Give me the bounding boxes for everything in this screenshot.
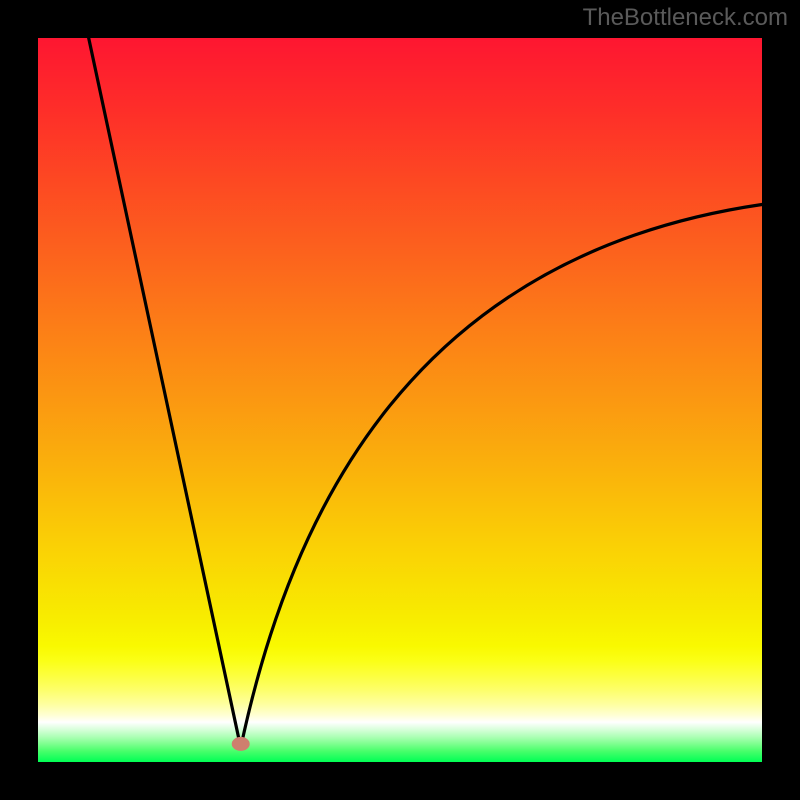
minimum-marker [232, 737, 250, 751]
plot-background [38, 38, 762, 762]
watermark-text: TheBottleneck.com [583, 4, 788, 32]
chart-container: TheBottleneck.com [0, 0, 800, 800]
bottleneck-chart [0, 0, 800, 800]
